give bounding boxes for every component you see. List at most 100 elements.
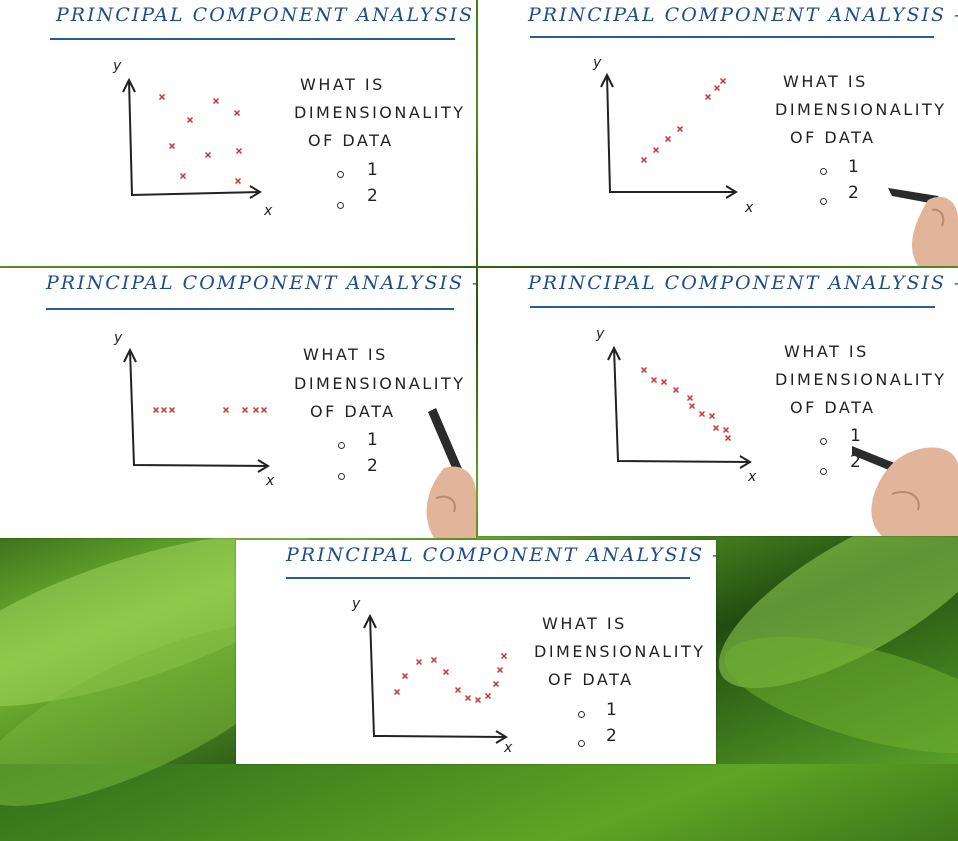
question-line-2: DIMENSIONALITY	[294, 103, 466, 122]
panel-title: PRINCIPAL COMPONENT ANALYSIS – PCA	[46, 272, 476, 294]
question-line-3: OF DATA	[790, 128, 876, 147]
x-mark-icon	[179, 172, 187, 180]
option-2-label: 2	[850, 452, 861, 472]
panel-title: PRINCIPAL COMPONENT ANALYSIS – PCA	[286, 544, 716, 566]
option-1-label: 1	[367, 160, 378, 180]
x-mark-icon	[415, 658, 423, 666]
question-line-1: WHAT IS	[784, 342, 869, 361]
x-mark-icon	[233, 109, 241, 117]
plot-area	[607, 345, 752, 469]
hand-holding-pen-icon	[852, 446, 958, 536]
option-2-label: 2	[848, 183, 859, 203]
x-mark-icon	[719, 77, 727, 85]
option-1-label: 1	[367, 430, 378, 450]
question-line-1: WHAT IS	[303, 345, 388, 364]
plot-area	[600, 72, 738, 199]
question-line-3: OF DATA	[548, 670, 634, 689]
plot-area	[123, 347, 270, 473]
x-mark-icon	[688, 402, 696, 410]
title-underline	[50, 38, 455, 40]
plot-area	[363, 613, 508, 744]
data-points	[393, 652, 508, 704]
axes	[123, 347, 270, 473]
y-axis-label: y	[113, 58, 122, 74]
option-bullet	[338, 442, 345, 449]
option-1-label: 1	[848, 157, 859, 177]
option-2-label: 2	[367, 456, 378, 476]
title-underline	[286, 577, 690, 579]
panel-title: PRINCIPAL COMPONENT ANALYSIS – PCA	[528, 4, 958, 26]
x-axis-label: x	[504, 740, 513, 756]
panel-4: PRINCIPAL COMPONENT ANALYSIS – PCA y x W…	[478, 268, 958, 536]
question-line-1: WHAT IS	[783, 72, 868, 91]
data-points	[640, 77, 727, 164]
y-axis-label: y	[352, 596, 361, 612]
option-bullet	[820, 198, 827, 205]
x-mark-icon	[401, 672, 409, 680]
question-line-1: WHAT IS	[300, 75, 385, 94]
y-axis-label: y	[593, 55, 602, 71]
option-bullet	[337, 202, 344, 209]
x-mark-icon	[496, 666, 504, 674]
x-mark-icon	[234, 177, 242, 185]
x-mark-icon	[500, 652, 508, 660]
title-underline	[530, 36, 934, 38]
title-underline	[530, 306, 935, 308]
x-mark-icon	[212, 97, 220, 105]
hand-holding-pen-icon	[426, 408, 476, 538]
question-line-1: WHAT IS	[542, 614, 627, 633]
option-bullet	[338, 473, 345, 480]
x-mark-icon	[492, 680, 500, 688]
question-line-2: DIMENSIONALITY	[775, 100, 947, 119]
panel-1: PRINCIPAL COMPONENT ANALYSIS – PCA y x W…	[0, 0, 476, 266]
x-mark-icon	[640, 156, 648, 164]
option-2-label: 2	[606, 726, 617, 746]
question-line-3: OF DATA	[308, 131, 394, 150]
x-mark-icon	[712, 424, 720, 432]
panel-title: PRINCIPAL COMPONENT ANALYSIS – PCA	[56, 4, 476, 26]
panel-3: PRINCIPAL COMPONENT ANALYSIS – PCA y x W…	[0, 268, 476, 538]
x-mark-icon	[713, 84, 721, 92]
x-mark-icon	[222, 406, 230, 414]
axes	[363, 613, 508, 744]
x-mark-icon	[484, 692, 492, 700]
axes	[122, 77, 262, 199]
axes	[607, 345, 752, 469]
x-mark-icon	[672, 386, 680, 394]
x-mark-icon	[204, 151, 212, 159]
x-axis-label: x	[264, 203, 273, 219]
x-mark-icon	[235, 147, 243, 155]
x-mark-icon	[724, 434, 732, 442]
x-mark-icon	[722, 426, 730, 434]
option-bullet	[578, 711, 585, 718]
x-axis-label: x	[745, 200, 754, 216]
x-mark-icon	[186, 116, 194, 124]
axes	[600, 72, 738, 199]
y-axis-label: y	[114, 330, 123, 346]
x-mark-icon	[168, 142, 176, 150]
x-mark-icon	[168, 406, 176, 414]
x-mark-icon	[698, 410, 706, 418]
question-line-3: OF DATA	[310, 402, 396, 421]
y-axis-label: y	[596, 326, 605, 342]
option-2-label: 2	[367, 186, 378, 206]
x-mark-icon	[676, 125, 684, 133]
option-bullet	[820, 468, 827, 475]
question-line-2: DIMENSIONALITY	[294, 374, 466, 393]
option-bullet	[337, 171, 344, 178]
x-mark-icon	[704, 93, 712, 101]
x-mark-icon	[454, 686, 462, 694]
x-mark-icon	[650, 376, 658, 384]
x-mark-icon	[686, 394, 694, 402]
data-points	[152, 406, 268, 414]
x-mark-icon	[393, 688, 401, 696]
x-mark-icon	[708, 412, 716, 420]
panel-title: PRINCIPAL COMPONENT ANALYSIS – PCA	[528, 272, 958, 294]
panel-5: PRINCIPAL COMPONENT ANALYSIS – PCA y x W…	[236, 540, 716, 764]
option-bullet	[820, 168, 827, 175]
question-line-3: OF DATA	[790, 398, 876, 417]
question-line-2: DIMENSIONALITY	[775, 370, 947, 389]
x-mark-icon	[660, 378, 668, 386]
x-mark-icon	[474, 696, 482, 704]
x-mark-icon	[664, 135, 672, 143]
